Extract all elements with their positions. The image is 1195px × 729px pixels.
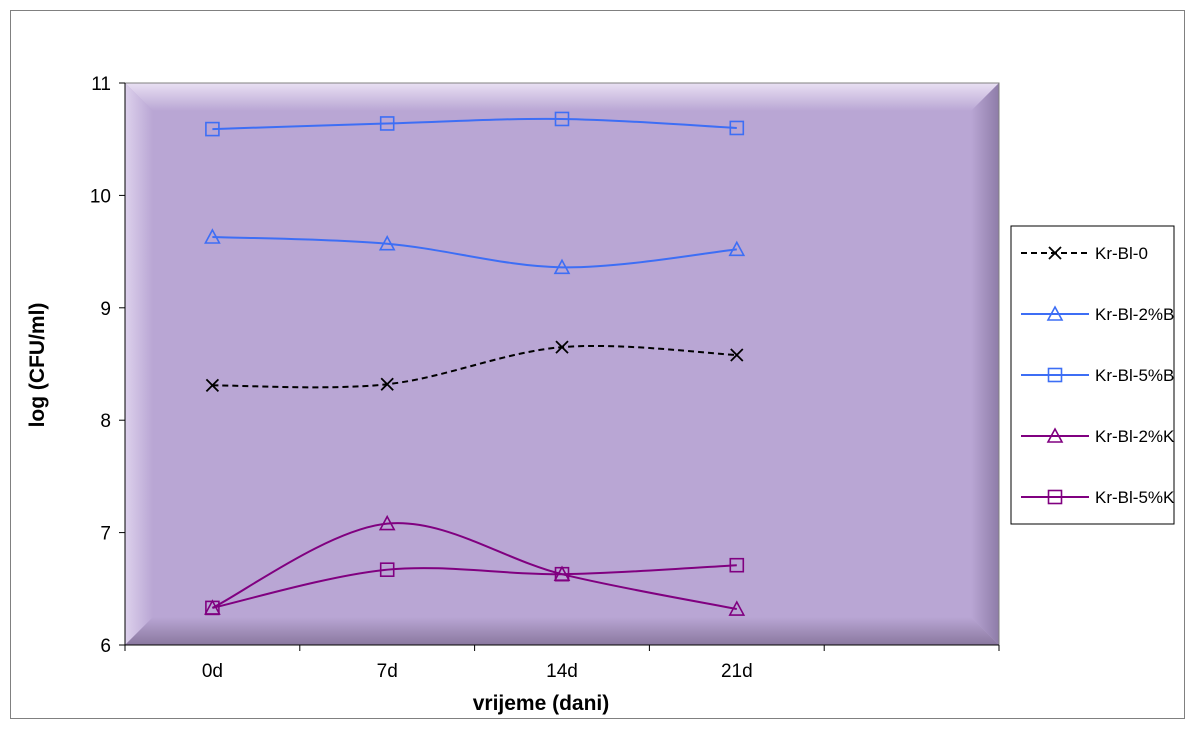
plot-background <box>125 83 999 645</box>
legend-item: Kr-Bl-5%B <box>1021 366 1174 385</box>
data-point <box>205 600 220 616</box>
legend-swatch-marker <box>1046 427 1064 443</box>
data-point <box>729 557 745 573</box>
series-kr-bl-5-b <box>205 111 745 137</box>
x-tick-label: 14d <box>546 661 578 682</box>
legend-label: Kr-Bl-5%B <box>1095 366 1174 385</box>
legend-label: Kr-Bl-2%K <box>1095 427 1175 446</box>
x-tick-label: 7d <box>377 661 398 682</box>
x-tick-label: 0d <box>202 661 223 682</box>
series-kr-bl-2-b <box>204 228 746 275</box>
y-tick-label: 11 <box>91 74 111 95</box>
legend-item: Kr-Bl-0 <box>1021 244 1148 263</box>
data-point <box>205 378 220 392</box>
legend-item: Kr-Bl-5%K <box>1021 488 1175 507</box>
x-tick-label: 21d <box>721 661 753 682</box>
bevel-bottom <box>125 617 999 645</box>
data-point <box>204 228 221 244</box>
series-line <box>212 117 737 131</box>
bevel-left <box>125 83 153 645</box>
data-point <box>379 116 395 131</box>
series-line <box>212 235 737 269</box>
data-point <box>553 258 571 275</box>
data-point <box>380 377 394 391</box>
data-point <box>379 562 395 577</box>
legend-swatch-marker <box>1046 305 1064 321</box>
legend-label: Kr-Bl-0 <box>1095 244 1148 263</box>
legend-label: Kr-Bl-5%K <box>1095 488 1175 507</box>
series-line <box>212 564 737 609</box>
legend-swatch-marker <box>1047 489 1063 505</box>
data-point <box>728 240 746 257</box>
legend: Kr-Bl-0 Kr-Bl-2%B Kr-Bl-5%B Kr-Bl-2%K Kr-Bl-… <box>1010 225 1175 525</box>
data-point <box>554 111 570 127</box>
data-point <box>378 235 396 251</box>
axes: 6 7 8 9 10 11 0d 7d 14d 21d <box>90 74 1000 682</box>
series-kr-bl-5-k <box>205 557 745 616</box>
data-point <box>555 340 569 354</box>
y-tick-label: 7 <box>100 524 111 545</box>
data-point <box>205 121 220 137</box>
legend-label: Kr-Bl-2%B <box>1095 305 1174 324</box>
x-axis-title: vrijeme (dani) <box>473 692 610 715</box>
bevel-right <box>971 83 999 645</box>
data-point <box>554 566 570 582</box>
y-tick-label: 6 <box>100 636 111 657</box>
legend-item: Kr-Bl-2%K <box>1021 427 1175 446</box>
legend-swatch-marker <box>1047 367 1063 383</box>
data-point <box>729 120 745 136</box>
series-layer <box>204 111 746 616</box>
y-tick-label: 10 <box>90 186 111 207</box>
axis-labels: log (CFU/ml) vrijeme (dani) <box>26 303 609 715</box>
legend-item: Kr-Bl-2%B <box>1021 305 1174 324</box>
series-line <box>212 344 737 389</box>
data-point <box>728 600 746 616</box>
data-point <box>730 348 744 362</box>
y-tick-label: 9 <box>100 299 111 320</box>
legend-swatch-marker <box>1048 246 1062 260</box>
series-kr-bl-0 <box>205 340 744 392</box>
bevel-top <box>125 83 999 111</box>
y-axis-title: log (CFU/ml) <box>26 303 49 428</box>
series-line <box>211 522 737 611</box>
y-tick-label: 8 <box>100 411 111 432</box>
data-point <box>378 514 396 531</box>
plot-area <box>124 82 1000 646</box>
